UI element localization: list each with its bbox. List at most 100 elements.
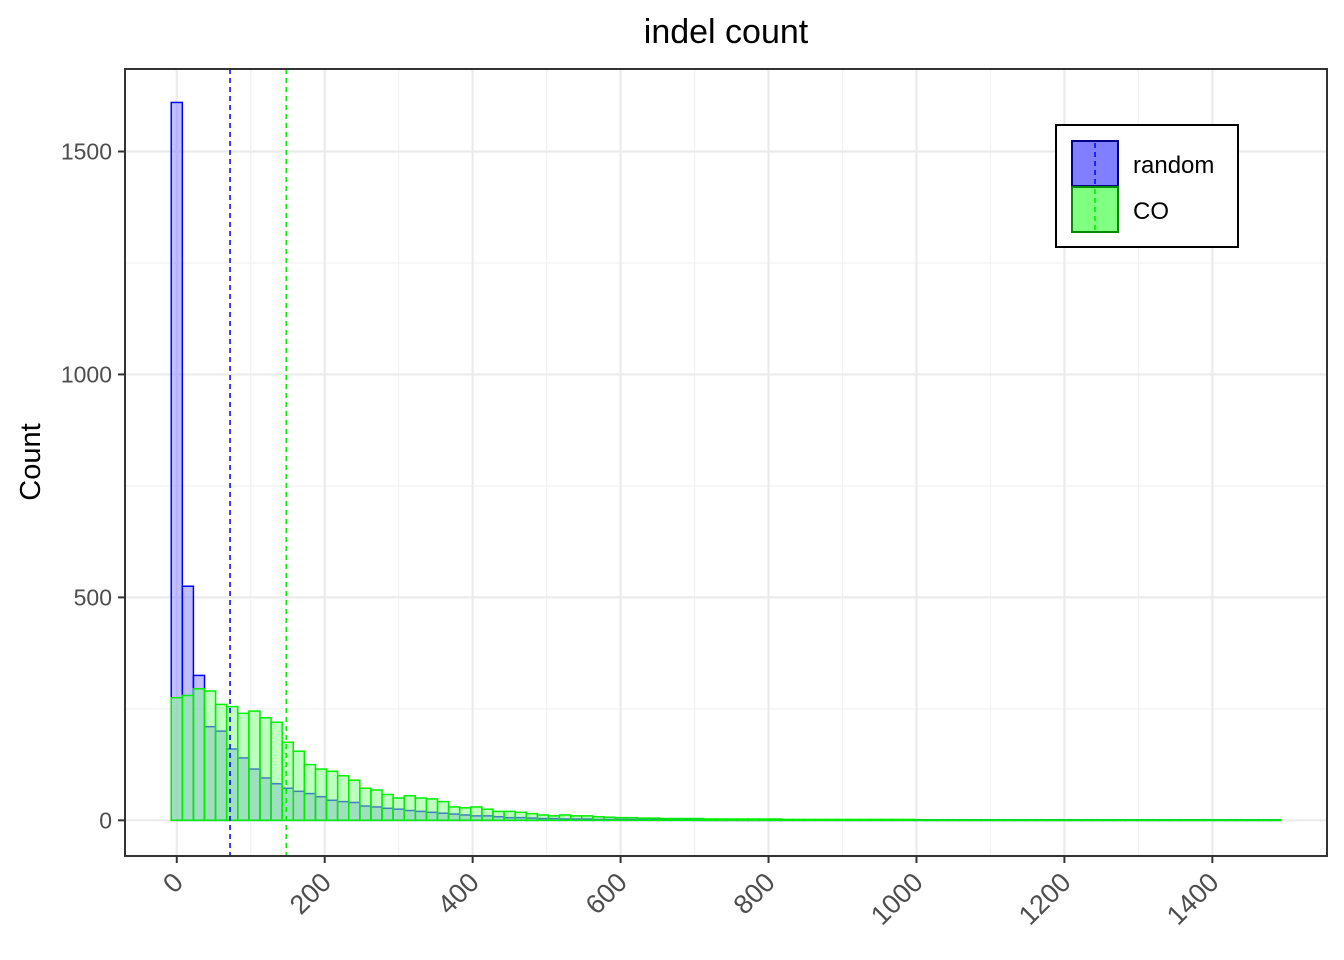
y-axis-label: Count <box>15 423 47 500</box>
bar-co <box>880 818 894 822</box>
bar-co <box>958 819 971 822</box>
legend: random CO <box>1055 124 1239 248</box>
bar-co <box>592 816 605 822</box>
bar-co <box>814 818 827 822</box>
bar-co <box>603 816 616 822</box>
bar-co <box>292 750 306 822</box>
bar-co <box>991 819 1005 822</box>
bar-co <box>725 818 738 822</box>
bar-co <box>336 774 350 822</box>
bar-co <box>1047 819 1060 822</box>
bar-co <box>181 694 195 822</box>
bar-co <box>214 703 228 822</box>
bar-co <box>303 763 317 822</box>
bar-co <box>414 797 428 822</box>
bar-co <box>924 819 938 822</box>
bar-co <box>669 817 683 822</box>
bar-co <box>891 818 905 822</box>
bar-co <box>1102 819 1116 822</box>
bar-co <box>791 818 805 822</box>
y-tick-label: 0 <box>99 807 112 833</box>
bar-co <box>636 817 650 822</box>
bar-co <box>947 819 960 822</box>
bar-co <box>1091 819 1104 822</box>
bar-co <box>481 808 494 822</box>
bar-co <box>392 797 405 822</box>
bar-co <box>225 705 239 822</box>
bar-co <box>825 818 838 822</box>
bar-co <box>1169 819 1182 822</box>
bar-co <box>1146 819 1160 822</box>
bar-co <box>714 818 727 822</box>
bar-co <box>858 818 871 822</box>
bar-co <box>447 806 461 822</box>
bar-co <box>581 815 594 822</box>
bar-co <box>1013 819 1027 822</box>
bar-co <box>259 717 272 822</box>
bar-co <box>403 795 417 822</box>
y-tick-label: 1500 <box>61 138 112 164</box>
bar-co <box>492 810 505 822</box>
bar-co <box>203 690 217 822</box>
bar-co <box>359 787 372 822</box>
bar-co <box>1213 819 1227 822</box>
bar-co <box>980 819 994 822</box>
bar-co <box>1113 819 1127 822</box>
bar-co <box>1124 819 1138 822</box>
bar-co <box>1035 819 1049 822</box>
bar-co <box>314 768 328 822</box>
bar-co <box>1257 819 1271 822</box>
bar-co <box>525 812 539 822</box>
bar-co <box>869 818 883 822</box>
bar-co <box>425 798 439 822</box>
bar-co <box>325 770 339 822</box>
bar-co <box>1191 819 1204 822</box>
bar-co <box>625 816 638 822</box>
bar-co <box>569 815 583 822</box>
bar-co <box>370 789 383 822</box>
bar-co <box>1024 819 1038 822</box>
bar-co <box>847 818 860 822</box>
bar-co <box>470 806 483 822</box>
bar-co <box>1080 819 1093 822</box>
bar-co <box>703 818 716 822</box>
y-tick-label: 1000 <box>61 361 112 387</box>
bar-co <box>458 807 472 822</box>
bar-co <box>836 818 849 822</box>
bar-co <box>1002 819 1016 822</box>
bars-co <box>170 688 1282 822</box>
bar-co <box>691 817 705 822</box>
bar-co <box>680 817 694 822</box>
bar-co <box>503 810 516 822</box>
legend-label-random: random <box>1133 152 1214 179</box>
y-axis: 0 500 1000 1500 <box>61 138 125 833</box>
legend-label-co: CO <box>1133 198 1169 225</box>
bar-co <box>1235 819 1249 822</box>
bar-co <box>514 811 528 822</box>
bar-co <box>547 815 561 822</box>
bar-co <box>270 721 283 822</box>
bar-co <box>1202 819 1215 822</box>
bar-co <box>658 817 672 822</box>
legend-item-co: CO <box>1071 186 1169 233</box>
bar-co <box>747 818 761 822</box>
bar-co <box>192 688 206 822</box>
bar-co <box>237 712 250 822</box>
bar-co <box>1268 819 1282 822</box>
bar-co <box>1180 819 1193 822</box>
bar-co <box>1246 819 1260 822</box>
bar-co <box>1224 819 1238 822</box>
y-tick-label: 500 <box>74 584 112 610</box>
bar-co <box>1135 819 1149 822</box>
bar-co <box>647 817 661 822</box>
plot-border <box>124 68 1328 857</box>
bar-co <box>614 816 627 822</box>
chart-title: indel count <box>644 13 809 51</box>
legend-item-random: random <box>1071 140 1214 187</box>
bar-co <box>436 800 450 822</box>
bar-co <box>913 819 927 822</box>
bar-co <box>802 818 816 822</box>
bar-co <box>558 814 572 822</box>
bar-co <box>248 710 261 822</box>
